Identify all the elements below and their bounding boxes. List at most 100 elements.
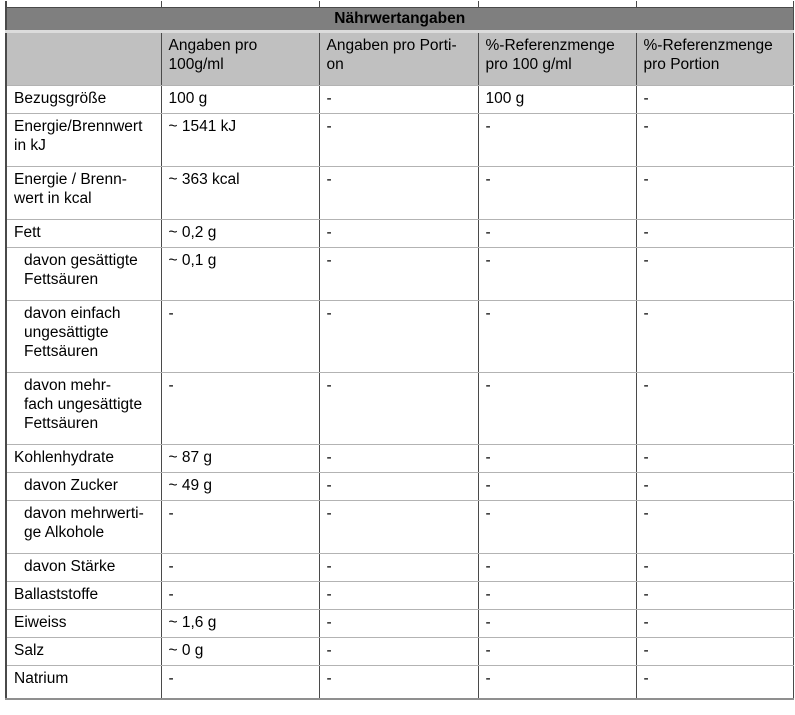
table-row-kohlenhydrate: Kohlenhydrate ~ 87 g - - - <box>5 444 794 473</box>
cell-value: - <box>319 609 479 638</box>
spacer-cell <box>478 1 637 8</box>
cell-value: - <box>319 247 479 301</box>
column-header-per-100g: Angaben pro 100g/ml <box>161 31 320 86</box>
cell-value: ~ 87 g <box>161 444 320 473</box>
cell-value: - <box>319 472 479 501</box>
cell-value: - <box>161 300 320 373</box>
cell-value: - <box>636 372 794 445</box>
cell-value: - <box>478 300 637 373</box>
row-label: davon einfach ungesättigte Fettsäuren <box>5 300 162 373</box>
table-row-fett: Fett ~ 0,2 g - - - <box>5 219 794 248</box>
table-row-einfach-ungesaettigte-fettsaeuren: davon einfach ungesättigte Fettsäuren - … <box>5 300 794 373</box>
table-row-salz: Salz ~ 0 g - - - <box>5 637 794 666</box>
cell-value: - <box>636 553 794 582</box>
row-label: davon mehr- fach ungesättigte Fettsäuren <box>5 372 162 445</box>
cell-value: ~ 0,2 g <box>161 219 320 248</box>
spacer-cell <box>5 1 162 8</box>
table-row-gesaettigte-fettsaeuren: davon gesättigte Fettsäuren ~ 0,1 g - - … <box>5 247 794 301</box>
cell-value: - <box>161 553 320 582</box>
column-header-reference-100g: %-Referenzmenge pro 100 g/ml <box>478 31 637 86</box>
table-row-eiweiss: Eiweiss ~ 1,6 g - - - <box>5 609 794 638</box>
cell-value: - <box>478 637 637 666</box>
cell-value: - <box>636 85 794 114</box>
cell-value: - <box>319 637 479 666</box>
row-label: Energie/Brennwert in kJ <box>5 113 162 167</box>
column-header-per-portion: Angaben pro Porti- on <box>319 31 479 86</box>
cell-value: - <box>319 444 479 473</box>
table-title: Nährwertangaben <box>5 7 794 33</box>
row-label: Eiweiss <box>5 609 162 638</box>
cell-value: - <box>636 665 794 700</box>
cell-value: - <box>636 472 794 501</box>
cell-value: - <box>161 581 320 610</box>
row-label: Ballaststoffe <box>5 581 162 610</box>
table-row-mehrfach-ungesaettigte-fettsaeuren: davon mehr- fach ungesättigte Fettsäuren… <box>5 372 794 445</box>
cell-value: ~ 0 g <box>161 637 320 666</box>
cell-value: ~ 1541 kJ <box>161 113 320 167</box>
table-row-staerke: davon Stärke - - - - <box>5 553 794 582</box>
cell-value: - <box>319 219 479 248</box>
cell-value: - <box>478 609 637 638</box>
cell-value: - <box>161 665 320 700</box>
cell-value: - <box>636 609 794 638</box>
table-row-energie-kcal: Energie / Brenn- wert in kcal ~ 363 kcal… <box>5 166 794 220</box>
row-label: davon mehrwerti- ge Alkohole <box>5 500 162 554</box>
row-label: davon gesättigte Fettsäuren <box>5 247 162 301</box>
cell-value: - <box>319 85 479 114</box>
cell-value: - <box>636 166 794 220</box>
column-header-reference-portion: %-Referenzmenge pro Portion <box>636 31 794 86</box>
cell-value: - <box>161 500 320 554</box>
row-label: Natrium <box>5 665 162 700</box>
cell-value: - <box>636 500 794 554</box>
table-row-energie-kj: Energie/Brennwert in kJ ~ 1541 kJ - - - <box>5 113 794 167</box>
column-header-row: Angaben pro 100g/ml Angaben pro Porti- o… <box>5 31 794 86</box>
table-row-natrium: Natrium - - - - <box>5 665 794 700</box>
table-row-zucker: davon Zucker ~ 49 g - - - <box>5 472 794 501</box>
cell-value: - <box>319 113 479 167</box>
row-label: davon Stärke <box>5 553 162 582</box>
cell-value: - <box>319 300 479 373</box>
cell-value: - <box>478 247 637 301</box>
cell-value: - <box>636 219 794 248</box>
cell-value: - <box>319 372 479 445</box>
spacer-cell <box>636 1 794 8</box>
cell-value: - <box>478 372 637 445</box>
cell-value: - <box>636 444 794 473</box>
table-row-ballaststoffe: Ballaststoffe - - - - <box>5 581 794 610</box>
cell-value: - <box>478 581 637 610</box>
cell-value: - <box>478 472 637 501</box>
cell-value: ~ 1,6 g <box>161 609 320 638</box>
cell-value: - <box>319 581 479 610</box>
cell-value: - <box>636 247 794 301</box>
table-row-bezugsgroesse: Bezugsgröße 100 g - 100 g - <box>5 85 794 114</box>
cell-value: - <box>319 166 479 220</box>
row-label: Kohlenhydrate <box>5 444 162 473</box>
cell-value: - <box>478 113 637 167</box>
cell-value: - <box>319 553 479 582</box>
table-row-mehrwertige-alkohole: davon mehrwerti- ge Alkohole - - - - <box>5 500 794 554</box>
cell-value: - <box>161 372 320 445</box>
cell-value: 100 g <box>478 85 637 114</box>
cell-value: ~ 49 g <box>161 472 320 501</box>
table-title-row: Nährwertangaben <box>5 7 794 33</box>
row-label: Energie / Brenn- wert in kcal <box>5 166 162 220</box>
spacer-cell <box>161 1 320 8</box>
cell-value: - <box>636 113 794 167</box>
cell-value: ~ 363 kcal <box>161 166 320 220</box>
column-header-blank <box>5 31 162 86</box>
cell-value: - <box>478 553 637 582</box>
spacer-cell <box>319 1 479 8</box>
cell-value: ~ 0,1 g <box>161 247 320 301</box>
cell-value: - <box>478 500 637 554</box>
row-label: Salz <box>5 637 162 666</box>
row-label: Fett <box>5 219 162 248</box>
cell-value: 100 g <box>161 85 320 114</box>
cell-value: - <box>319 500 479 554</box>
cell-value: - <box>636 300 794 373</box>
top-spacer-row <box>5 1 794 8</box>
cell-value: - <box>636 637 794 666</box>
cell-value: - <box>478 166 637 220</box>
cell-value: - <box>478 444 637 473</box>
cell-value: - <box>319 665 479 700</box>
